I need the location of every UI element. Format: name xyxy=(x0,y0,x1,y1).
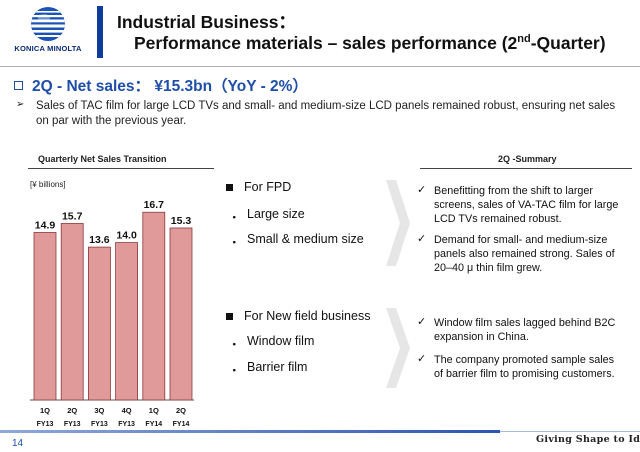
net-sales-bar-chart: 14.9 1Q FY13 15.7 2Q FY13 13.6 3Q FY13 14.0 4Q FY13… xyxy=(30,199,194,428)
page-number: 14 xyxy=(12,438,24,449)
chart-value-label: 13.6 xyxy=(89,234,110,246)
fpd-item-large-size: Large size xyxy=(247,207,305,221)
summary-point: The company promoted sample sales of bar… xyxy=(434,354,615,380)
chart-x-year-label: FY13 xyxy=(91,421,108,428)
globe-logo-icon xyxy=(31,7,65,41)
new-field-header: For New field business xyxy=(244,309,371,323)
chart-bar xyxy=(142,211,166,401)
chart-bar xyxy=(169,227,193,401)
chart-value-label: 15.7 xyxy=(62,210,83,222)
chart-bar xyxy=(88,246,111,401)
checkmark-icon: ✓ xyxy=(417,233,427,245)
new-field-item-window-film: Window film xyxy=(247,334,315,348)
chart-x-tick-label: 1Q xyxy=(149,406,159,415)
chart-x-year-label: FY13 xyxy=(64,421,81,428)
chart-x-year-label: FY13 xyxy=(37,421,54,428)
page-title: Industrial Business： xyxy=(117,12,296,32)
footer-accent-bar xyxy=(0,430,500,433)
checkmark-icon: ✓ xyxy=(417,316,427,328)
summary-divider xyxy=(420,168,632,169)
square-bullet-icon xyxy=(226,184,233,191)
chart-x-tick-label: 1Q xyxy=(40,406,50,415)
chart-bar xyxy=(60,223,84,401)
chart-x-year-label: FY13 xyxy=(118,421,135,428)
net-sales-headline: 2Q - Net sales： ¥15.3bn（YoY - 2%） xyxy=(32,78,308,95)
chart-unit-label: [¥ billions] xyxy=(30,180,66,189)
chart-value-label: 15.3 xyxy=(171,215,192,227)
dot-bullet-icon: ・ xyxy=(228,211,241,225)
new-field-item-barrier-film: Barrier film xyxy=(247,360,308,374)
fpd-header: For FPD xyxy=(244,180,292,194)
page-subtitle: Performance materials – sales performanc… xyxy=(134,33,606,53)
dot-bullet-icon: ・ xyxy=(228,364,241,378)
company-logo: KONICA MINOLTA xyxy=(8,6,88,62)
dot-bullet-icon: ・ xyxy=(228,338,241,352)
chart-x-tick-label: 3Q xyxy=(94,406,104,415)
chevron-right-icon xyxy=(386,180,410,266)
dot-bullet-icon: ・ xyxy=(228,236,241,250)
sales-description: Sales of TAC film for large LCD TVs and … xyxy=(36,100,616,127)
chart-value-label: 14.0 xyxy=(116,230,137,242)
fpd-item-small-medium-size: Small & medium size xyxy=(247,232,364,246)
logo-wordmark: KONICA MINOLTA xyxy=(14,44,82,53)
chart-bar xyxy=(33,232,57,401)
footer-rule xyxy=(500,431,640,432)
summary-point: Window film sales lagged behind B2C expa… xyxy=(434,317,616,343)
chart-x-tick-label: 2Q xyxy=(176,406,186,415)
square-bullet-icon xyxy=(226,313,233,320)
chart-x-tick-label: 2Q xyxy=(67,406,77,415)
chart-bar xyxy=(115,242,138,401)
arrow-bullet-icon: ➢ xyxy=(16,99,25,110)
hollow-square-bullet-icon xyxy=(14,81,23,90)
summary-title: 2Q -Summary xyxy=(498,154,557,164)
summary-point: Benefitting from the shift to larger scr… xyxy=(434,185,619,225)
chart-value-label: 14.9 xyxy=(35,219,56,231)
chart-title-divider xyxy=(28,168,214,169)
summary-point: Demand for small- and medium-size panels… xyxy=(434,234,615,274)
title-accent-bar xyxy=(97,6,103,58)
header-divider xyxy=(0,66,640,67)
chart-value-label: 16.7 xyxy=(144,199,165,211)
tagline: Giving Shape to Ideas xyxy=(536,434,640,445)
chart-x-tick-label: 4Q xyxy=(122,406,132,415)
chart-x-year-label: FY14 xyxy=(145,421,162,428)
chart-x-year-label: FY14 xyxy=(173,421,190,428)
chart-title: Quarterly Net Sales Transition xyxy=(38,154,167,164)
chevron-right-icon xyxy=(386,308,410,388)
checkmark-icon: ✓ xyxy=(417,353,427,365)
checkmark-icon: ✓ xyxy=(417,184,427,196)
